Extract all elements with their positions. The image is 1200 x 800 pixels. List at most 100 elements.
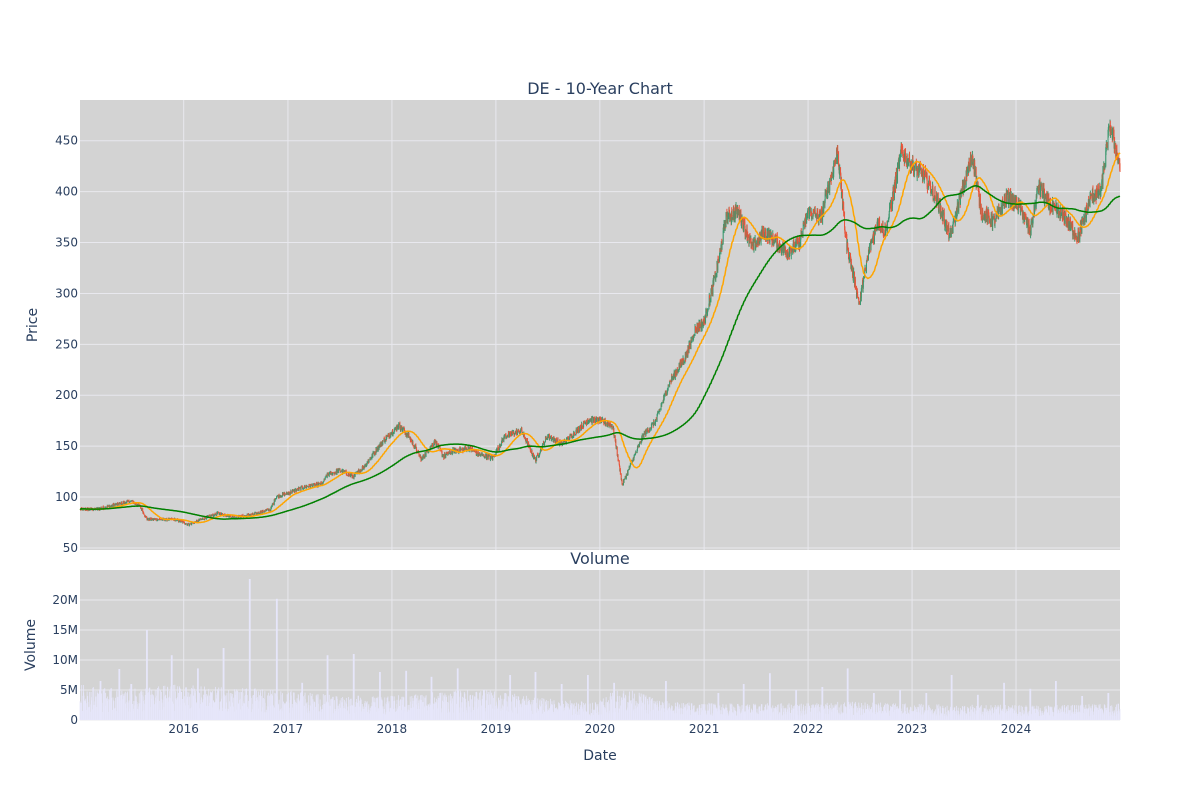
volume-bar [1022,706,1023,720]
volume-bar [334,711,336,720]
candle-body [273,503,274,505]
volume-bar [739,706,741,720]
volume-bar [602,702,603,720]
volume-bar [1114,715,1116,720]
candle-body [491,457,493,459]
candle-body [383,438,385,442]
volume-bar [284,703,286,720]
volume-bar [1032,709,1034,720]
candle-body [221,513,222,515]
volume-bar [604,707,605,720]
volume-bar [637,703,639,720]
volume-bar [211,692,213,720]
candle-body [402,428,404,430]
candle-body [218,512,220,514]
volume-bar [282,693,283,720]
volume-bar [537,698,539,720]
candle-body [402,430,403,432]
candle-body [193,523,195,524]
volume-bar [290,692,291,720]
volume-bar [713,704,715,720]
volume-bar [526,705,528,720]
volume-bar [791,710,793,720]
volume-bar [555,708,556,720]
volume-bar [621,699,623,720]
volume-bar [679,707,681,720]
volume-bar [333,700,335,720]
volume-bar [1069,710,1071,720]
candle-body [211,515,213,517]
candle-body [412,441,413,444]
volume-bar [336,698,338,720]
volume-bar [216,692,218,720]
candle-body [271,506,272,508]
volume-spike-bar [925,693,928,720]
volume-bar [421,695,423,720]
candle-body [366,462,368,465]
candle-body [363,466,365,469]
volume-bar [161,698,163,720]
volume-spike-bar [742,684,745,720]
volume-bar [79,701,81,720]
volume-bar [759,706,761,720]
volume-bar [1060,711,1062,720]
volume-bar [191,687,193,720]
volume-spike-bar [821,687,824,720]
volume-spike-bar [872,693,875,720]
volume-bar [233,689,235,720]
volume-bar [619,705,621,720]
volume-bar [187,696,189,720]
volume-spike-bar [846,668,849,720]
candle-body [496,448,498,452]
candle-body [276,496,278,498]
volume-bar [859,708,861,720]
candle-body [188,523,190,526]
volume-bar [852,708,854,720]
volume-bar [392,709,394,720]
volume-bar [1020,705,1022,720]
volume-bar [400,710,402,720]
volume-bar [794,705,796,720]
candle-body [324,476,326,480]
volume-bar [546,704,547,720]
volume-bar [1068,709,1070,720]
candle-body [527,439,528,446]
candle-body [436,441,438,444]
volume-bar [1056,705,1058,720]
volume-bar [1016,712,1017,720]
volume-bar [749,704,751,720]
volume-bar [903,712,904,720]
volume-bar [944,707,946,720]
volume-bar [689,710,691,720]
volume-bar [815,704,817,720]
volume-bar [494,709,496,720]
candle-body [312,483,314,486]
volume-bar [332,696,334,720]
volume-bar [105,698,107,720]
volume-bar [829,710,831,720]
candle-body [181,521,183,522]
volume-bar [960,708,961,720]
volume-bar [966,706,968,720]
candle-body [434,439,436,443]
candle-body [514,433,516,436]
volume-bar [1004,705,1006,720]
volume-bar [302,696,304,720]
volume-bar [1031,705,1033,720]
volume-bar [1084,708,1086,720]
candle-body [123,501,125,504]
volume-bar [1014,713,1016,720]
candle-body [147,518,149,520]
volume-bar [913,711,914,720]
candle-body [414,445,416,448]
volume-bar [835,706,837,720]
volume-bar [418,700,420,720]
volume-bar [867,705,869,720]
volume-bar [929,707,930,720]
volume-bar [330,698,332,720]
volume-bar [508,711,510,720]
volume-spike-bar [352,654,355,720]
volume-bar [109,691,111,720]
volume-bar [545,705,547,720]
candle-body [359,470,361,474]
